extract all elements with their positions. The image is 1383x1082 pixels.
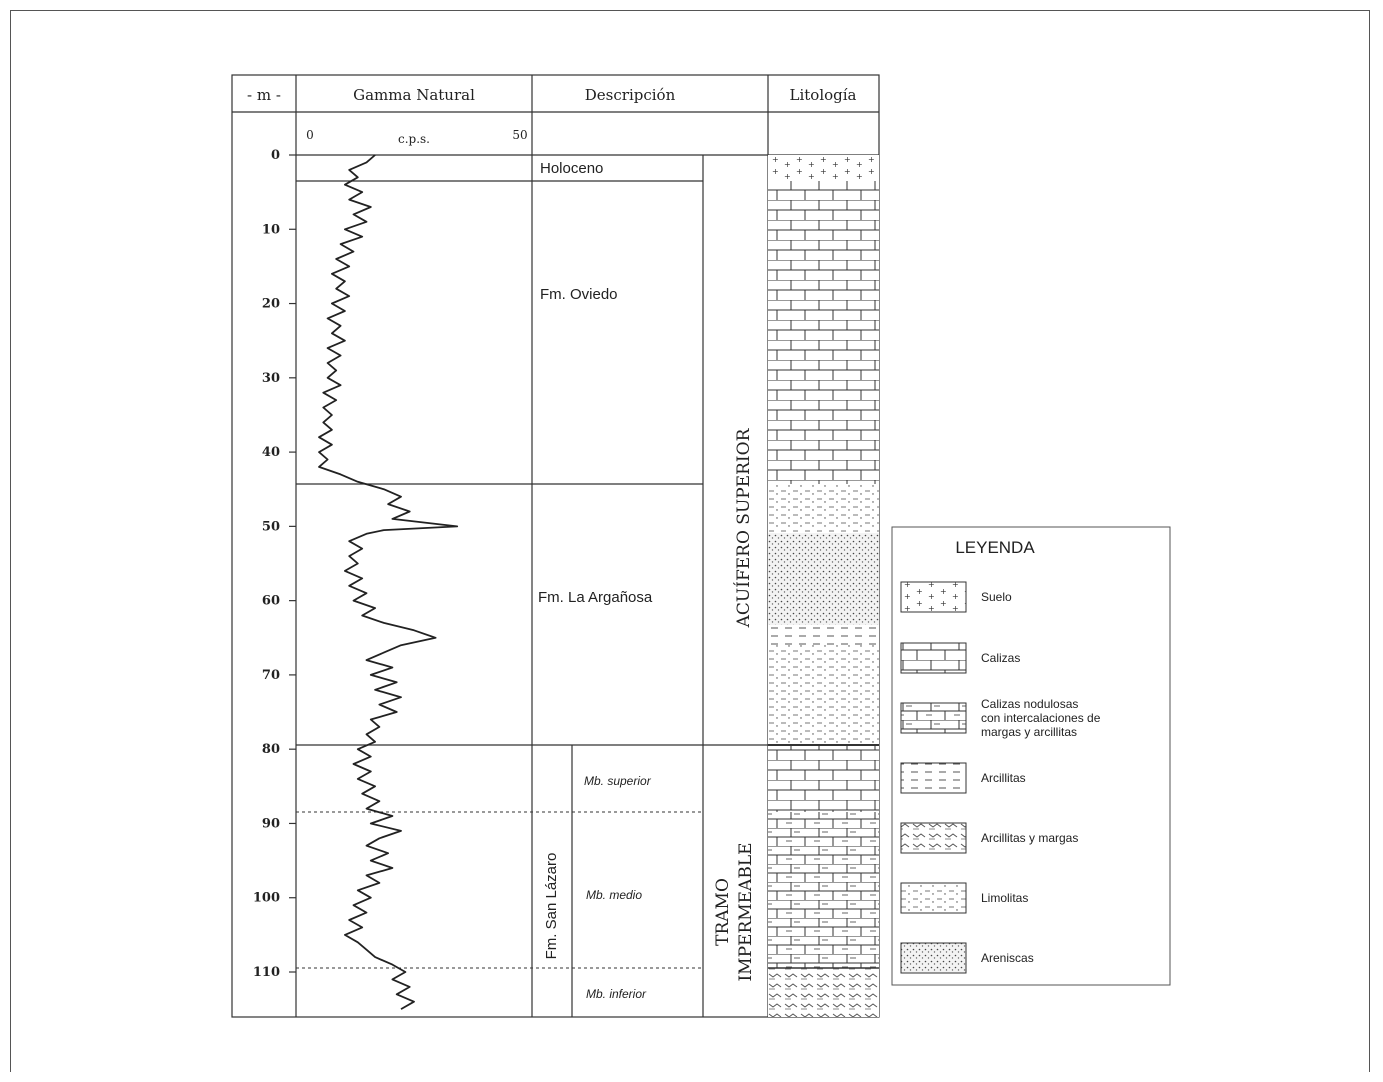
lithology-limestone-sanlazaro xyxy=(768,745,879,812)
legend-swatch-claystone xyxy=(900,762,967,794)
legend-label-soil: Suelo xyxy=(981,590,1012,604)
legend-swatch-siltstone xyxy=(900,882,967,914)
lithology-siltstone-upper xyxy=(768,484,879,533)
legend-label-nodular: Calizas nodulosas con intercalaciones de m… xyxy=(981,697,1101,739)
description-column-title: Descripción xyxy=(585,86,676,104)
depth-tick-label: 100 xyxy=(253,891,280,906)
lithology-nodular-limestone xyxy=(768,812,879,968)
depth-tick-label: 20 xyxy=(262,297,280,312)
mb-inferior-label: Mb. inferior xyxy=(586,987,647,1001)
depth-tick-label: 40 xyxy=(262,445,280,460)
legend-label-limestone: Calizas xyxy=(981,651,1020,665)
gamma-scale-max: 50 xyxy=(512,128,527,142)
legend-swatch-sandstone xyxy=(900,942,967,974)
legend-label-claystone: Arcillitas xyxy=(981,771,1026,785)
oviedo-label: Fm. Oviedo xyxy=(540,286,618,303)
san-lazaro-label: Fm. San Lázaro xyxy=(543,853,560,960)
aquifer-label: ACUÍFERO SUPERIOR xyxy=(733,427,754,628)
legend: LEYENDA Suelo Calizas Calizas nodulosas con… xyxy=(891,526,1171,986)
lithology-limestone-oviedo xyxy=(768,181,879,484)
depth-tick-label: 30 xyxy=(262,371,280,386)
depth-tick-label: 70 xyxy=(262,668,280,683)
legend-label-siltstone: Limolitas xyxy=(981,891,1028,905)
depth-unit-header: - m - xyxy=(247,86,281,104)
legend-label-marl: Arcillitas y margas xyxy=(981,831,1078,845)
legend-swatch-limestone xyxy=(900,642,967,674)
lithology-sandstone xyxy=(768,533,879,625)
legend-label-sandstone: Areniscas xyxy=(981,951,1034,965)
figure-frame xyxy=(10,10,1370,1072)
legend-swatch-marl xyxy=(900,822,967,854)
depth-tick-label: 60 xyxy=(262,594,280,609)
lithology-siltstone-lower xyxy=(768,645,879,745)
depth-tick-label: 110 xyxy=(253,965,280,980)
mb-medio-label: Mb. medio xyxy=(586,888,642,902)
depth-tick-label: 50 xyxy=(262,519,280,534)
gamma-log-curve xyxy=(318,154,459,1010)
depth-tick-label: 80 xyxy=(262,742,280,757)
depth-axis: 0 10 20 30 40 50 60 70 80 90 100 110 xyxy=(253,148,296,980)
lithology-column-title: Litología xyxy=(790,86,857,104)
depth-tick-label: 0 xyxy=(271,148,280,163)
argañosa-label: Fm. La Argañosa xyxy=(538,589,653,606)
holoceno-label: Holoceno xyxy=(540,160,603,177)
legend-title: LEYENDA xyxy=(955,538,1035,557)
mb-superior-label: Mb. superior xyxy=(584,774,652,788)
depth-tick-label: 90 xyxy=(262,816,280,831)
lithology-soil xyxy=(768,155,879,181)
gamma-scale-unit: c.p.s. xyxy=(398,132,430,146)
impermeable-label-line1: TRAMO xyxy=(713,878,733,946)
legend-swatch-soil xyxy=(900,581,967,613)
gamma-column-title: Gamma Natural xyxy=(353,86,475,104)
legend-swatch-nodular xyxy=(900,702,967,734)
depth-tick-label: 10 xyxy=(262,222,280,237)
gamma-scale-min: 0 xyxy=(306,128,314,142)
impermeable-label-line2: IMPERMEABLE xyxy=(736,842,756,981)
lithology-claystone-marl xyxy=(768,968,879,1017)
lithology-claystone xyxy=(768,625,879,645)
